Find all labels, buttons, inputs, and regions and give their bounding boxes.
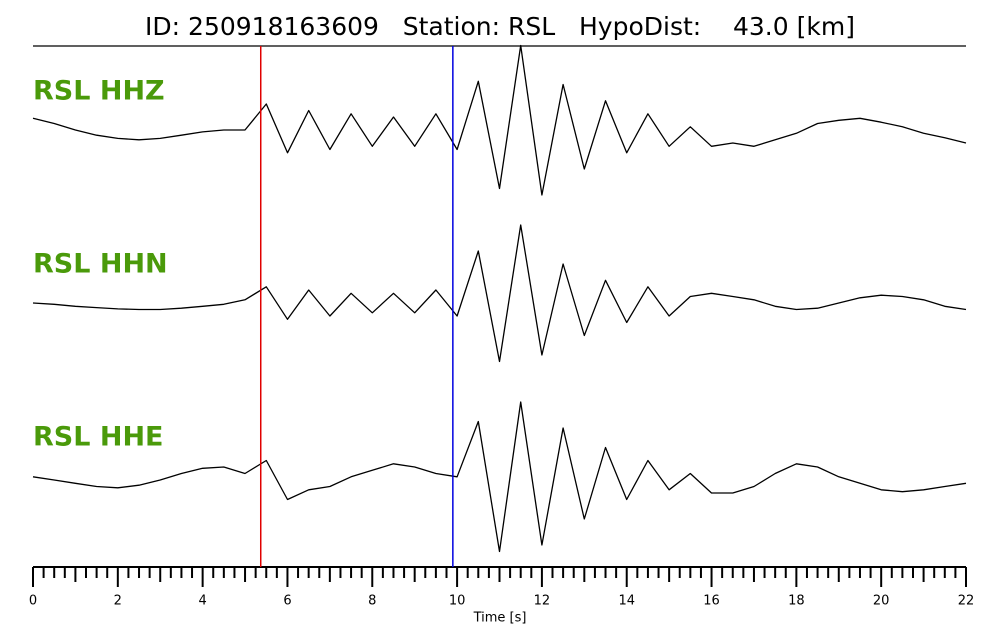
trace-label: RSL HHE xyxy=(33,422,163,453)
chart-title: ID: 250918163609 Station: RSL HypoDist: … xyxy=(145,12,855,41)
x-tick-label: 10 xyxy=(449,594,466,609)
x-tick-label: 12 xyxy=(534,594,551,609)
trace xyxy=(32,224,967,363)
x-axis-label: Time [s] xyxy=(473,611,527,626)
x-tick-label: 14 xyxy=(618,594,635,609)
x-tick-label: 0 xyxy=(29,594,37,609)
x-tick-label: 20 xyxy=(873,594,890,609)
trace xyxy=(32,401,967,553)
x-tick-label: 2 xyxy=(114,594,122,609)
x-tick-label: 22 xyxy=(958,594,975,609)
trace-label: RSL HHZ xyxy=(33,76,165,107)
trace xyxy=(32,44,967,196)
trace-label: RSL HHN xyxy=(33,249,168,280)
x-tick-label: 18 xyxy=(788,594,805,609)
x-tick-label: 4 xyxy=(198,594,206,609)
x-tick-label: 8 xyxy=(368,594,376,609)
x-tick-label: 16 xyxy=(703,594,720,609)
x-tick-label: 6 xyxy=(283,594,291,609)
